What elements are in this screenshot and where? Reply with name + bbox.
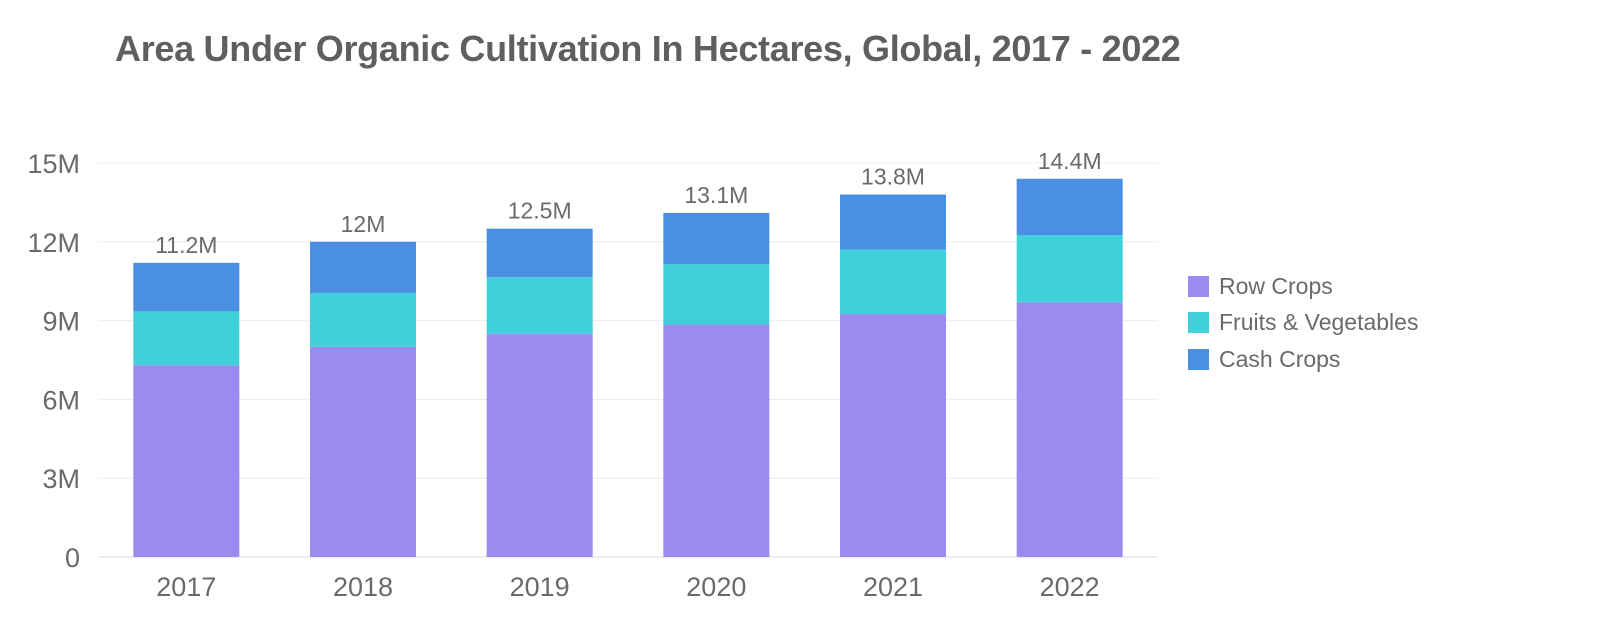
legend-item: Row Crops (1188, 268, 1418, 305)
chart-title: Area Under Organic Cultivation In Hectar… (115, 28, 1181, 69)
x-tick-label: 2021 (863, 572, 923, 602)
total-label: 14.4M (1038, 148, 1102, 174)
bar-segment-cash-crops-2020 (663, 212, 770, 265)
total-label: 12M (341, 211, 386, 237)
legend-label: Row Crops (1219, 272, 1333, 299)
total-label: 11.2M (155, 232, 217, 258)
bar-segment-row-crops-2021 (840, 314, 946, 557)
legend: Row Crops Fruits & Vegetables Cash Crops (1188, 268, 1418, 378)
bar-segment-fruits-vegetables-2018 (310, 293, 416, 347)
bar-segment-cash-crops-2017 (133, 262, 240, 312)
legend-swatch (1188, 348, 1209, 370)
bar-segment-cash-crops-2019 (486, 228, 593, 278)
legend-item: Fruits & Vegetables (1188, 305, 1418, 342)
y-tick-label: 12M (27, 228, 80, 258)
y-axis: 0 3M 6M 9M 12M 15M (27, 149, 80, 573)
bar-segment-row-crops-2020 (663, 324, 770, 557)
bar-segment-cash-crops-2018 (310, 241, 416, 294)
bar-segment-fruits-vegetables-2021 (840, 249, 946, 315)
x-tick-label: 2022 (1040, 572, 1100, 602)
x-tick-label: 2018 (333, 572, 393, 602)
bar-segment-fruits-vegetables-2022 (1016, 235, 1123, 303)
y-tick-label: 15M (27, 149, 80, 179)
y-tick-label: 6M (42, 385, 80, 415)
bar-segment-fruits-vegetables-2020 (663, 264, 770, 325)
bars (133, 178, 1123, 557)
bar-segment-row-crops-2022 (1016, 302, 1123, 557)
legend-label: Fruits & Vegetables (1219, 309, 1419, 336)
total-label: 13.8M (861, 164, 925, 190)
total-labels: 11.2M 12M 12.5M 13.1M 13.8M 14.4M (155, 148, 1101, 258)
bar-segment-cash-crops-2022 (1016, 178, 1123, 236)
total-label: 12.5M (508, 198, 572, 224)
y-tick-label: 0 (65, 543, 80, 573)
bar-segment-fruits-vegetables-2017 (133, 311, 240, 366)
bar-segment-row-crops-2018 (310, 346, 416, 557)
legend-label: Cash Crops (1219, 345, 1341, 372)
legend-swatch (1188, 312, 1209, 334)
y-tick-label: 3M (42, 464, 80, 494)
x-axis: 2017 2018 2019 2020 2021 2022 (156, 572, 1099, 602)
bar-segment-fruits-vegetables-2019 (486, 277, 593, 334)
bar-segment-row-crops-2019 (486, 333, 593, 557)
total-label: 13.1M (684, 182, 748, 208)
gridlines (98, 162, 1158, 558)
y-tick-label: 9M (42, 307, 80, 337)
bar-segment-cash-crops-2021 (840, 194, 946, 250)
x-tick-label: 2019 (510, 572, 570, 602)
x-tick-label: 2017 (156, 572, 216, 602)
x-tick-label: 2020 (686, 572, 746, 602)
bar-segment-row-crops-2017 (133, 365, 240, 557)
legend-item: Cash Crops (1188, 341, 1418, 378)
legend-swatch (1188, 275, 1209, 297)
